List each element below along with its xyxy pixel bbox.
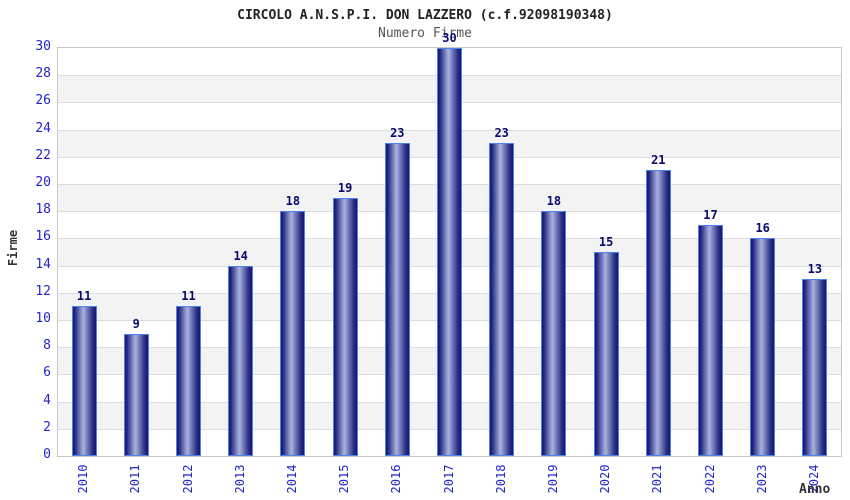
- bar-value-label: 19: [337, 181, 353, 195]
- x-tick-label: 2022: [702, 464, 717, 494]
- plot-area: 11 9 11 14 18 19 23 30 23 18 15 21 17 16 13: [57, 31, 842, 457]
- bar: [698, 225, 723, 456]
- y-tick-label: 6: [43, 365, 51, 381]
- x-tick-label: 2010: [76, 464, 91, 494]
- bar-value-label: 21: [651, 153, 666, 167]
- y-tick-label: 16: [35, 229, 51, 245]
- x-tick-label: 2019: [545, 464, 560, 494]
- x-tick-label: 2014: [284, 464, 299, 494]
- bar: [437, 48, 462, 456]
- bar: [280, 211, 306, 456]
- x-axis-label: Anno: [799, 482, 831, 497]
- y-tick-label: 22: [35, 147, 51, 163]
- x-tick-label: 2018: [493, 464, 508, 494]
- y-tick-label: 28: [35, 66, 51, 82]
- bar-value-label: 15: [598, 235, 614, 249]
- bar: [645, 170, 671, 456]
- y-tick-label: 2: [43, 419, 51, 435]
- bar-value-label: 18: [546, 194, 562, 208]
- bar-value-label: 11: [76, 289, 92, 303]
- bar: [176, 306, 201, 456]
- x-tick-label: 2016: [389, 464, 404, 494]
- bar: [489, 143, 515, 456]
- bar: [228, 266, 254, 456]
- bar-value-label: 23: [494, 126, 509, 140]
- x-tick-label: 2021: [650, 464, 665, 494]
- chart-subtitle: Numero Firme: [378, 26, 472, 41]
- bar: [332, 198, 358, 456]
- y-tick-label: 0: [43, 447, 51, 462]
- x-tick-label: 2020: [598, 464, 613, 494]
- bar-value-label: 13: [807, 262, 823, 276]
- x-tick-label: 2015: [337, 464, 352, 494]
- y-tick-label: 4: [43, 392, 51, 408]
- bar: [123, 334, 149, 456]
- bar: [384, 143, 410, 456]
- bar-value-label: 14: [233, 249, 248, 263]
- x-tick-label: 2017: [441, 464, 456, 494]
- y-tick-label: 30: [35, 39, 51, 54]
- y-tick-label: 20: [35, 175, 51, 190]
- x-tick-label: 2013: [232, 464, 247, 494]
- x-tick-label: 2023: [754, 464, 769, 494]
- bar-value-label: 30: [442, 31, 457, 45]
- bar-value-label: 18: [285, 194, 301, 208]
- bar: [750, 238, 776, 456]
- chart-title: CIRCOLO A.N.S.P.I. DON LAZZERO (c.f.9209…: [237, 8, 613, 23]
- bar-value-label: 9: [132, 317, 140, 331]
- y-tick-label: 26: [35, 93, 51, 109]
- bar: [541, 211, 567, 456]
- bar: [802, 279, 828, 456]
- bar: [71, 306, 97, 456]
- y-tick-label: 10: [35, 311, 51, 326]
- y-tick-label: 14: [35, 256, 51, 272]
- bar-value-label: 11: [181, 289, 196, 303]
- x-tick-label: 2012: [180, 464, 195, 494]
- bar: [593, 252, 619, 456]
- y-tick-label: 8: [43, 338, 51, 354]
- y-tick-label: 24: [35, 120, 51, 136]
- x-tick-label: 2011: [128, 464, 143, 494]
- bar-value-label: 17: [703, 208, 718, 222]
- bar-value-label: 16: [755, 221, 770, 235]
- bar-value-label: 23: [390, 126, 405, 140]
- y-tick-label: 12: [35, 283, 51, 299]
- y-tick-label: 18: [35, 202, 51, 218]
